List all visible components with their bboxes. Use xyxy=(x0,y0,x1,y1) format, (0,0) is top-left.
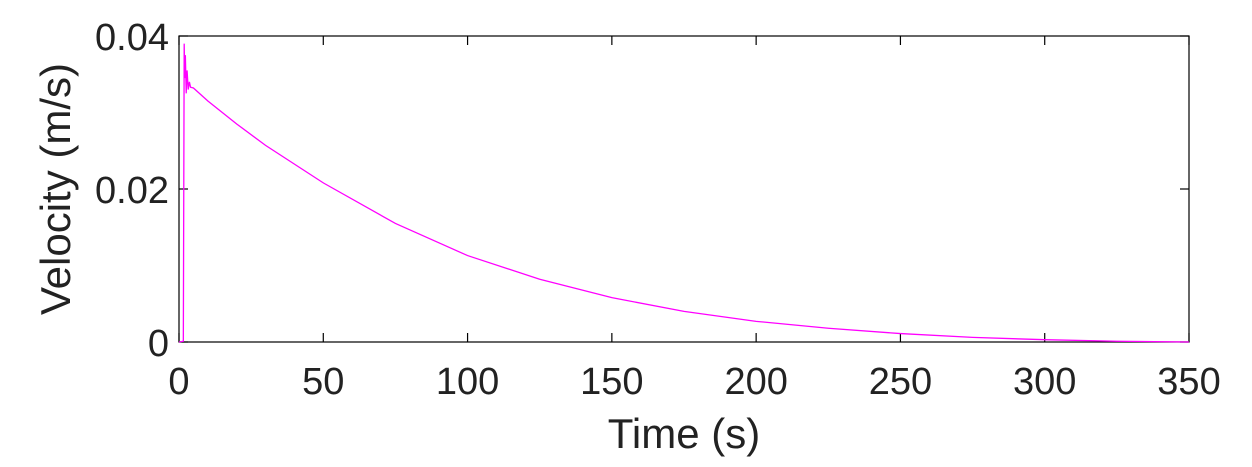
x-tick-label: 0 xyxy=(168,361,189,403)
x-tick-label: 50 xyxy=(302,361,344,403)
y-axis-ticks: 0 0.02 0.04 xyxy=(95,17,1189,365)
x-axis-ticks: 0 50 100 150 200 250 300 350 xyxy=(168,36,1221,403)
x-tick-label: 350 xyxy=(1157,361,1220,403)
plot-frame xyxy=(178,35,1190,343)
x-tick-label: 150 xyxy=(580,361,643,403)
y-axis-label: Velocity (m/s) xyxy=(32,63,79,315)
x-tick-label: 250 xyxy=(869,361,932,403)
x-tick-label: 100 xyxy=(436,361,499,403)
x-tick-label: 300 xyxy=(1013,361,1076,403)
y-tick-label: 0 xyxy=(148,323,169,365)
velocity-series-line xyxy=(178,43,1190,343)
x-axis-label: Time (s) xyxy=(608,410,760,457)
x-tick-label: 200 xyxy=(724,361,787,403)
y-tick-label: 0.04 xyxy=(95,17,169,59)
y-tick-label: 0.02 xyxy=(95,170,169,212)
